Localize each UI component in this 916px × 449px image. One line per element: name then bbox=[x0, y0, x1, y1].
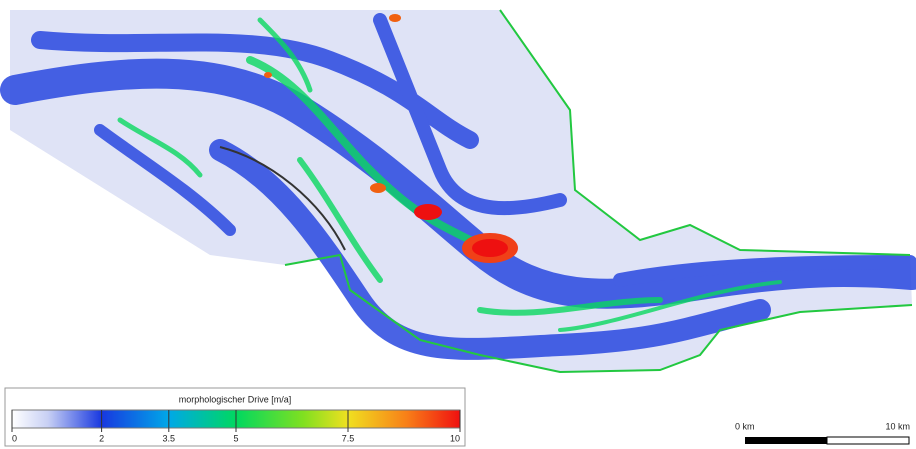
scale-segment bbox=[745, 437, 827, 444]
river-map bbox=[10, 10, 912, 372]
legend-title: morphologischer Drive [m/a] bbox=[179, 394, 292, 404]
scale-bar: 0 km 10 km bbox=[735, 421, 910, 444]
scale-end-label: 10 km bbox=[885, 421, 910, 431]
tick-label: 7.5 bbox=[342, 433, 355, 443]
scale-start-label: 0 km bbox=[735, 421, 755, 431]
legend: morphologischer Drive [m/a] 0 2 3.5 5 7.5 10 bbox=[5, 388, 465, 446]
tick-label: 0 bbox=[12, 433, 17, 443]
map-view: morphologischer Drive [m/a] 0 2 3.5 5 7.5 10 … bbox=[0, 0, 916, 449]
tick-label: 2 bbox=[99, 433, 104, 443]
tick-label: 3.5 bbox=[163, 433, 176, 443]
tick-label: 10 bbox=[450, 433, 460, 443]
tick-label: 5 bbox=[233, 433, 238, 443]
scale-segment bbox=[827, 437, 909, 444]
